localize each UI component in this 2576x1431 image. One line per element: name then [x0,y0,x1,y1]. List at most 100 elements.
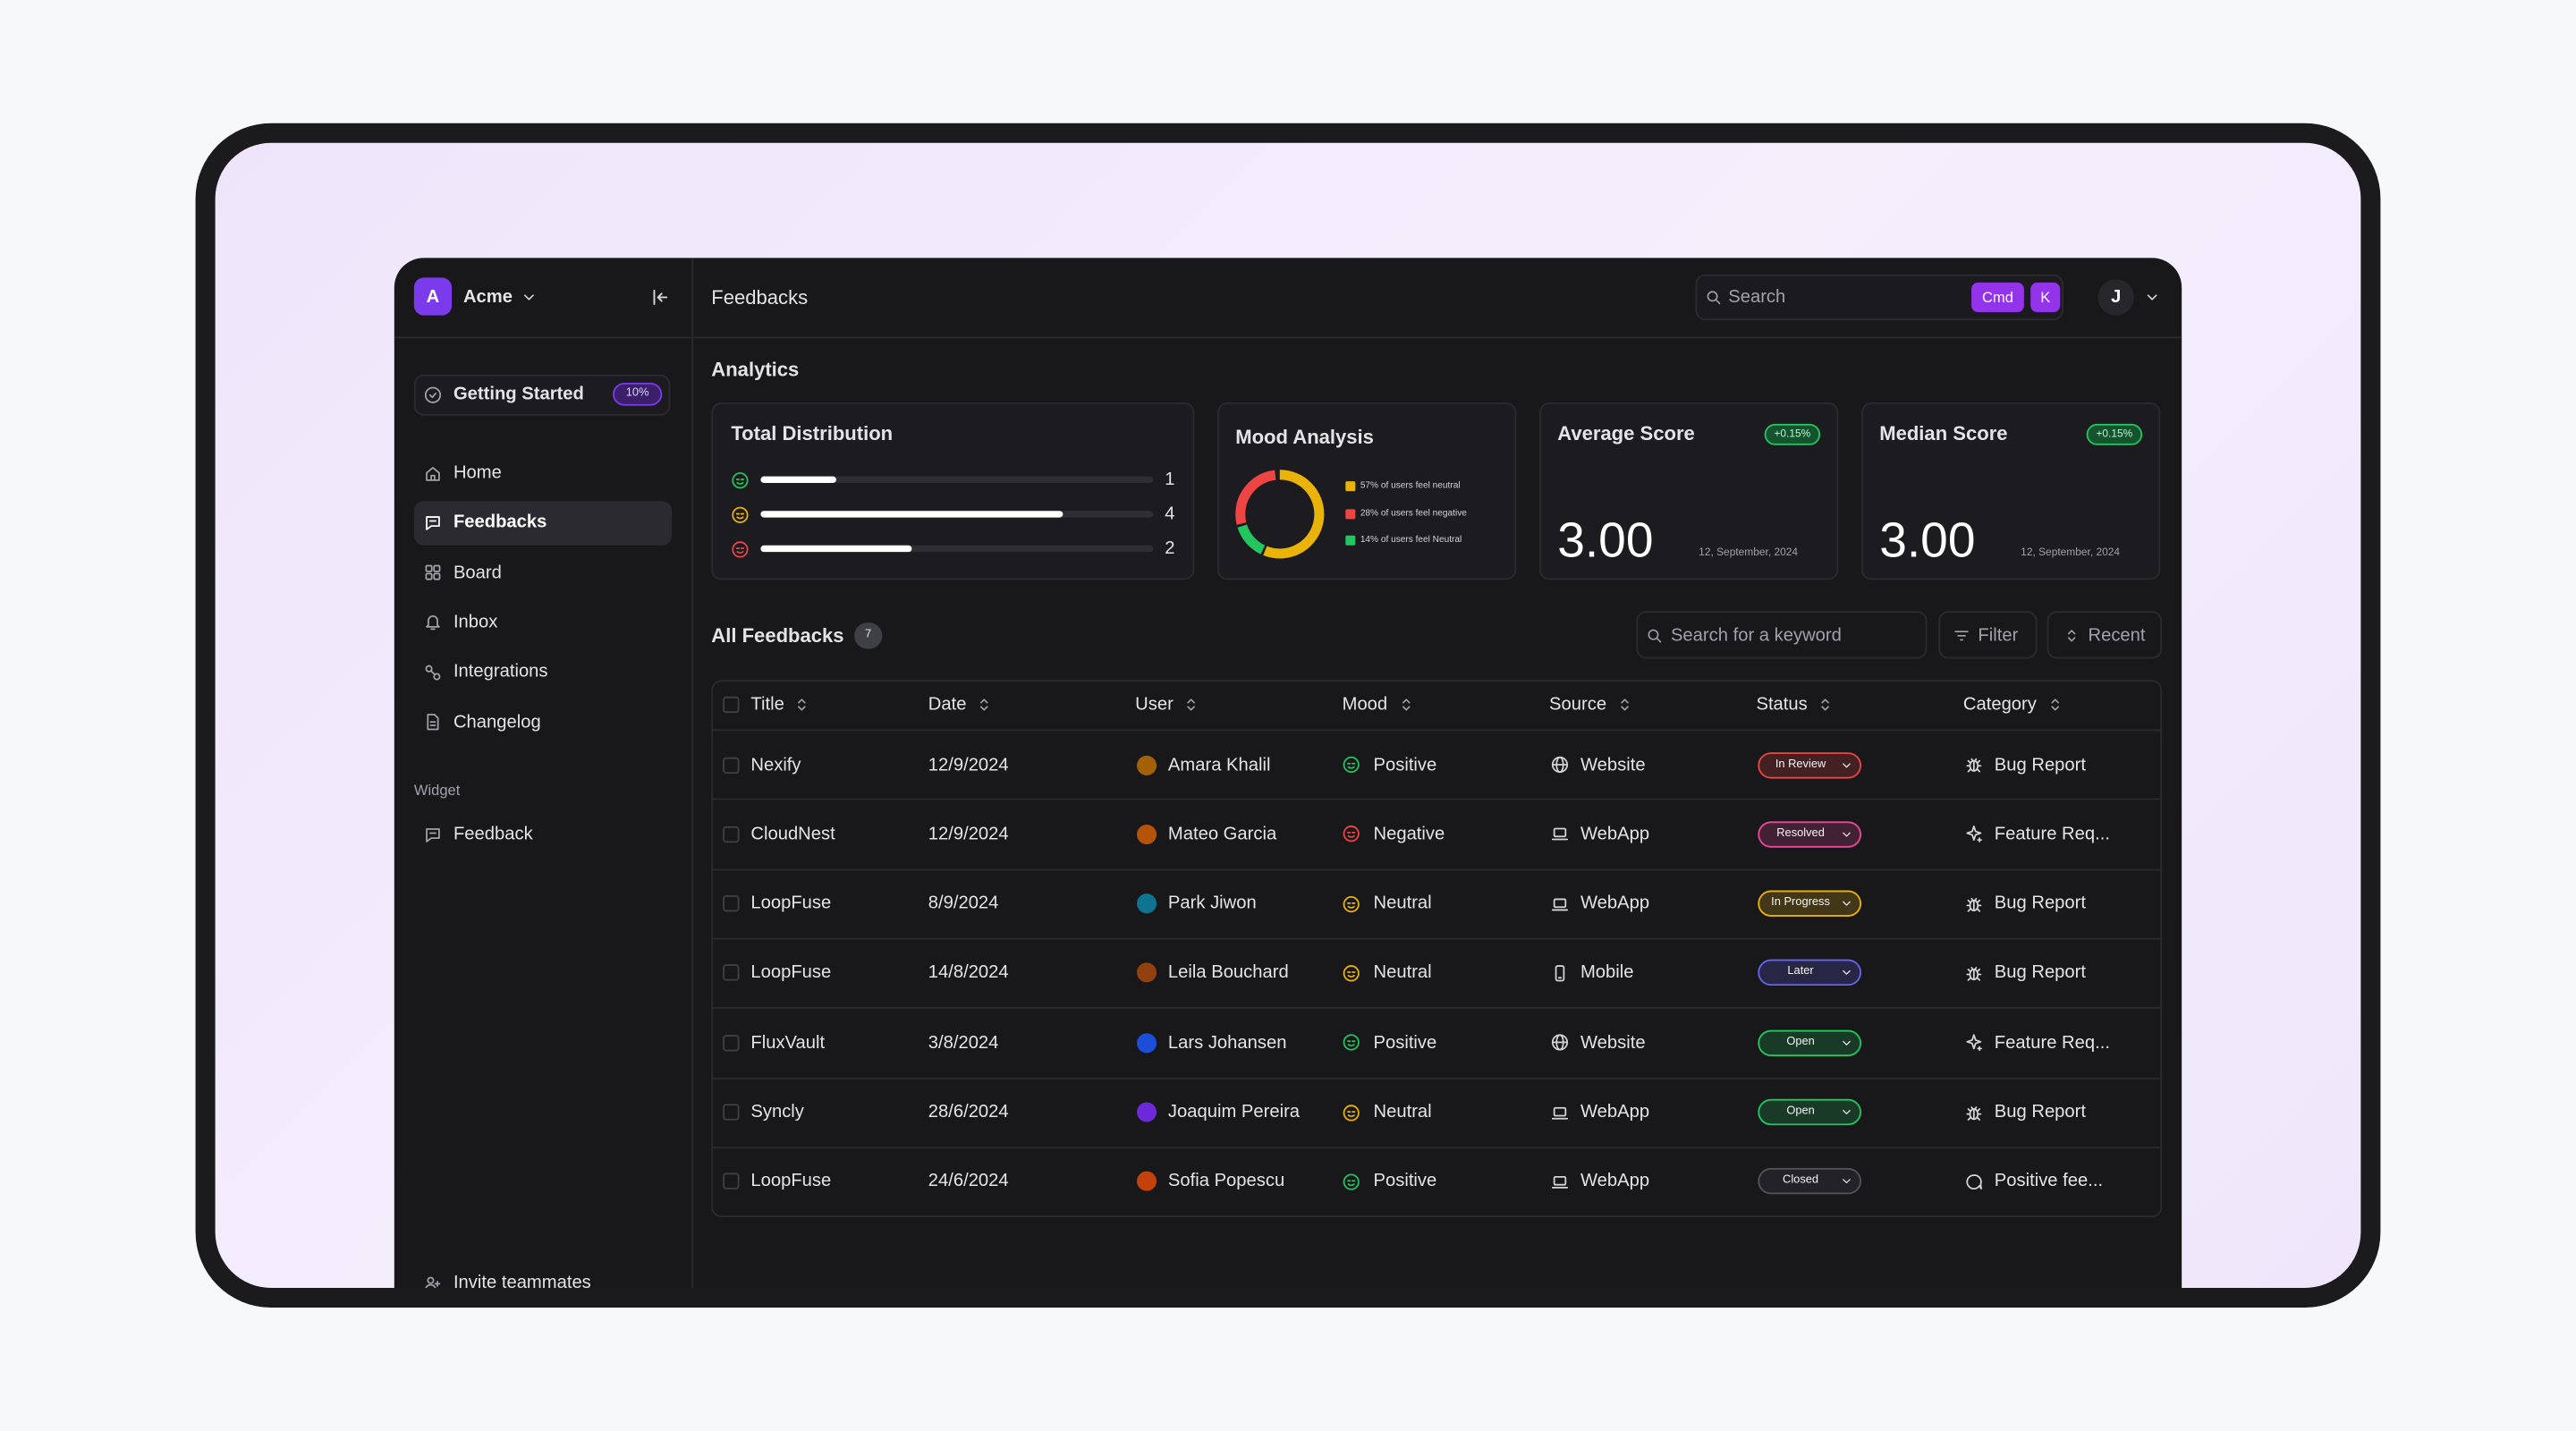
status-pill[interactable] [1758,1029,1862,1056]
keyword-search[interactable] [1636,611,1928,659]
status-label: In Progress [1771,897,1830,909]
row-checkbox[interactable] [723,826,740,843]
column-header[interactable]: Mood [1342,694,1388,715]
cell-category: Bug Report [1994,1102,2087,1122]
status-chevron-part [1843,762,1851,767]
row-divider [711,1007,2163,1010]
search-icon [1648,629,1662,643]
status-chevron [1843,832,1851,837]
status-pill[interactable] [1758,890,1862,918]
nav-item[interactable]: Integrations [453,662,548,682]
row-checkbox[interactable] [723,1173,740,1190]
search-icon-part [1648,629,1659,640]
nav-icon-part [433,564,441,572]
column-header[interactable]: User [1135,694,1174,715]
cell-date: 8/9/2024 [928,893,999,914]
mood-icon-part [1343,1034,1360,1051]
donut-segment [1235,470,1325,559]
mood-icon-part [1343,756,1360,774]
search-placeholder: Search [1728,287,1786,308]
sort-icon [1621,699,1629,711]
cell-mood: Neutral [1373,963,1432,984]
card-title: Total Distribution [731,422,894,445]
invite-icon-part [427,1275,435,1283]
row-checkbox[interactable] [723,1034,740,1051]
nav-icon-part [429,721,436,726]
cell-date: 24/6/2024 [928,1172,1009,1192]
status-pill[interactable] [1758,820,1862,848]
sort-icon-part [1402,699,1411,711]
sort-icon-part [1187,699,1195,711]
nav-item[interactable]: Feedback [453,825,533,845]
nav-icon-part [426,615,440,629]
cell-source: Website [1580,1032,1646,1053]
source-icon-part [1553,897,1567,908]
cell-title: CloudNest [750,824,835,844]
column-header[interactable]: Date [928,694,967,715]
bar-track [760,476,1154,484]
category-icon-part [1966,897,1982,911]
filter-button[interactable] [1938,611,2038,659]
nav-active-bg[interactable] [413,501,673,546]
nav-item[interactable]: Inbox [453,612,498,632]
cell-source: WebApp [1580,824,1650,844]
category-icon [1966,1034,1982,1052]
row-divider [711,799,2163,801]
column-header[interactable]: Title [750,694,784,715]
row-checkbox[interactable] [723,964,740,982]
workspace-name[interactable]: Acme [462,287,513,308]
mood-icon-part [1347,832,1356,839]
sort-button[interactable] [2046,611,2163,659]
category-icon-part [1977,837,1982,843]
cell-source: WebApp [1580,1102,1650,1122]
cell-title: LoopFuse [750,893,832,914]
mood-icon [1343,1104,1360,1121]
nav-item[interactable]: Feedbacks [453,512,547,533]
cell-user: Sofia Popescu [1167,1172,1285,1192]
nav-item[interactable]: Board [453,563,502,583]
shortcut-text: K [2040,289,2051,306]
column-header[interactable]: Source [1549,694,1607,715]
row-checkbox[interactable] [723,696,740,714]
mood-icon [732,471,749,488]
user-avatar [1137,1032,1157,1053]
user-avatar [1137,824,1157,844]
status-pill[interactable] [1758,960,1862,986]
status-chevron [1843,901,1851,906]
score-value: 3.00 [1557,513,1654,569]
row-checkbox[interactable] [723,756,740,774]
status-chevron-part [1843,1179,1851,1184]
status-label: Resolved [1776,827,1825,840]
column-header[interactable]: Status [1756,694,1808,715]
user-avatar[interactable] [2097,279,2134,316]
invite-link[interactable]: Invite teammates [453,1273,591,1289]
user-avatar [1137,963,1157,984]
status-pill[interactable] [1758,1098,1862,1126]
search-icon-part [1715,299,1721,305]
sort-icon-part [798,699,806,711]
status-label: Open [1786,1105,1815,1117]
nav-item[interactable]: Changelog [453,712,541,732]
status-pill[interactable] [1758,751,1862,778]
status-label: Later [1787,966,1814,978]
source-icon-part [1553,1175,1567,1186]
count-badge [854,622,883,649]
mood-icon [732,540,749,557]
workspace-avatar[interactable] [413,277,453,316]
user-avatar [1137,893,1157,914]
source-icon-part [1553,828,1567,838]
column-header[interactable]: Category [1962,694,2037,715]
nav-icon [426,615,440,631]
category-icon-part [1966,1173,1982,1190]
nav-item[interactable]: Home [453,462,502,484]
legend-label: 28% of users feel negative [1360,508,1467,519]
mood-icon [1343,964,1360,982]
row-checkbox[interactable] [723,1104,740,1121]
row-checkbox[interactable] [723,895,740,912]
mood-icon-part [1347,1110,1356,1117]
workspace-chevron [524,294,534,301]
mood-icon-part [735,546,745,554]
nav-icon [426,827,440,842]
status-pill[interactable] [1758,1168,1862,1195]
